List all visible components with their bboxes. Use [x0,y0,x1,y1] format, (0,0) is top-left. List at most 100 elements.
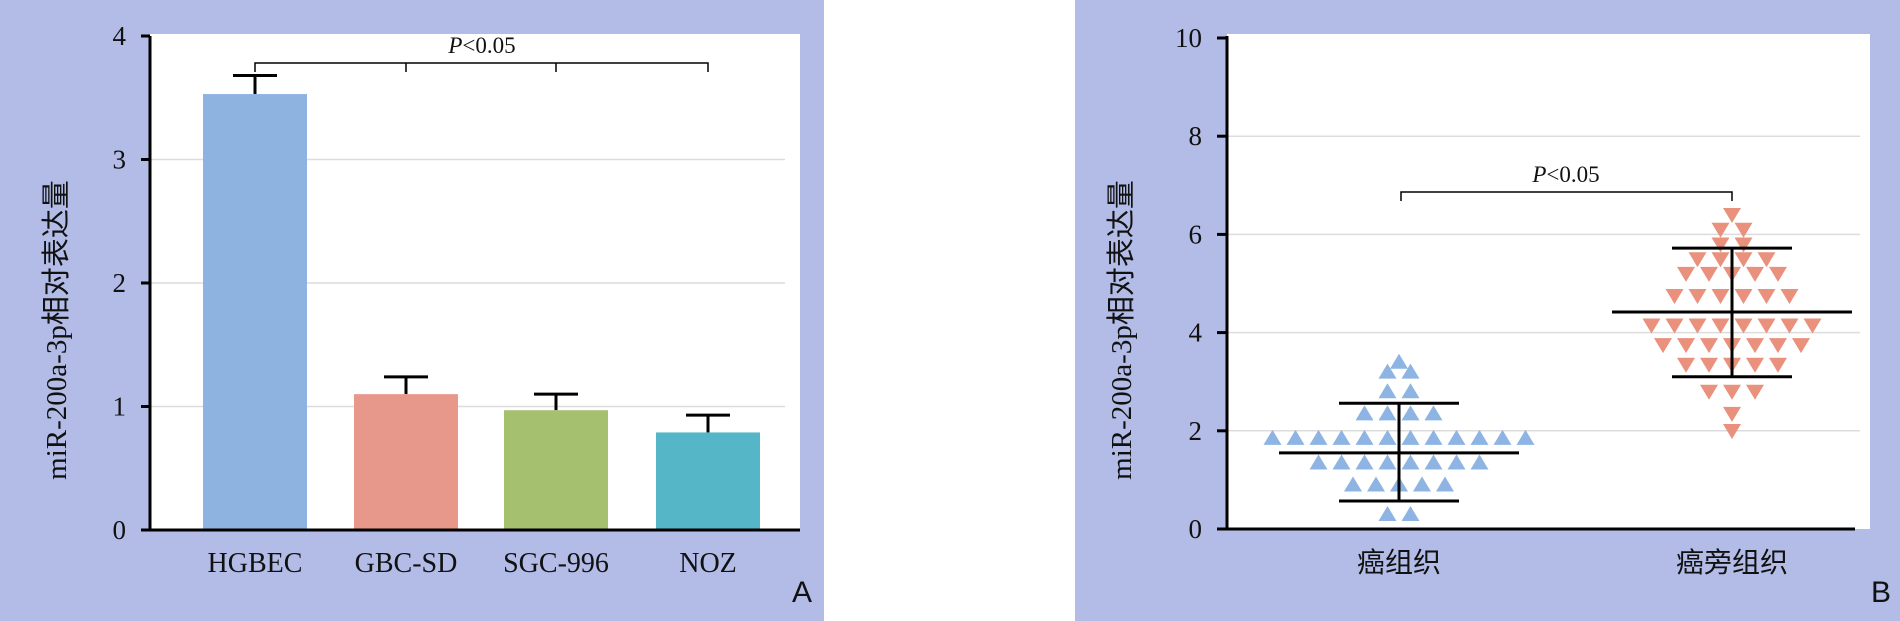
data-point [1332,429,1351,445]
data-point [1688,252,1707,268]
bar-chart-panel-a: 0 1 2 3 4 HGBEC GBC-SD SGC-996 NOZ P<0.05 miR-200a… [0,0,824,621]
data-point [1424,429,1443,445]
data-point [1769,338,1787,354]
data-point [1401,363,1420,379]
data-point [1700,338,1718,354]
data-point [1734,289,1753,305]
data-point [1677,357,1695,373]
data-point [1355,405,1374,421]
data-point [1734,237,1753,253]
data-point [1436,476,1454,492]
data-point [1401,405,1420,421]
data-point [1378,429,1397,445]
data-point [1723,406,1741,422]
significance-bracket [1400,191,1733,201]
y-tick-label: 1 [113,392,127,422]
y-tick-label: 2 [113,268,127,298]
data-point [1700,266,1718,282]
data-point [1378,506,1397,522]
x-tick-label: NOZ [679,548,737,579]
data-point [1734,222,1753,238]
data-point [1654,338,1672,354]
data-point [1757,252,1776,268]
y-tick-label: 4 [113,21,127,51]
bar [656,432,760,530]
data-point [1688,318,1707,334]
data-point [1378,363,1397,379]
scatter-chart-svg: 0 2 4 6 8 10 癌组织 癌旁组织 P<0.05 miR-200a-3p相对表达量 B [1075,0,1900,621]
data-point [1757,318,1776,334]
data-point [1344,476,1362,492]
data-point [1688,289,1707,305]
data-point [1711,318,1730,334]
data-point [1413,476,1431,492]
data-point [1470,429,1489,445]
data-point [1516,429,1535,445]
data-point [1332,454,1351,470]
data-point [1780,289,1799,305]
data-point [1677,266,1695,282]
data-point [1711,222,1730,238]
data-point [1746,266,1764,282]
data-point [1780,318,1799,334]
data-point [1401,454,1420,470]
data-point [1355,454,1374,470]
data-point [1711,252,1730,268]
data-point [1711,237,1730,253]
data-point [1746,384,1764,400]
x-tick-label: HGBEC [208,548,303,579]
data-point [1723,384,1741,400]
data-point [1665,289,1684,305]
data-point [1769,357,1787,373]
data-point [1642,318,1661,334]
data-point [1378,405,1397,421]
y-tick-label: 4 [1189,318,1203,348]
bar-chart-svg: 0 1 2 3 4 HGBEC GBC-SD SGC-996 NOZ P<0.05 miR-200a… [0,0,824,621]
bar [203,94,307,531]
y-axis-label: miR-200a-3p相对表达量 [1105,180,1138,480]
x-tick-label: SGC-996 [503,548,609,579]
plot-area [1227,34,1870,529]
data-point [1447,454,1466,470]
x-tick-label: 癌组织 [1357,547,1441,579]
data-point [1309,454,1328,470]
x-tick-label: GBC-SD [355,548,458,579]
data-point [1711,289,1730,305]
data-point [1746,357,1764,373]
data-point [1401,383,1420,399]
panel-label: B [1871,576,1891,609]
y-tick-label: 2 [1189,416,1203,446]
data-point [1401,506,1420,522]
p-value-label: P<0.05 [1531,162,1599,187]
data-point [1424,454,1443,470]
scatter-chart-panel-b: 0 2 4 6 8 10 癌组织 癌旁组织 P<0.05 miR-200a-3p相对表达量 B [1075,0,1900,621]
data-point [1757,289,1776,305]
bar [504,410,608,530]
y-tick-label: 0 [113,515,127,545]
data-point [1367,476,1385,492]
data-point [1734,252,1753,268]
data-point [1401,429,1420,445]
y-tick-label: 10 [1175,23,1202,53]
p-value-label: P<0.05 [447,33,515,58]
data-point [1378,383,1397,399]
data-point [1792,338,1810,354]
data-point [1700,384,1718,400]
data-point [1769,266,1787,282]
data-point [1493,429,1512,445]
data-point [1424,405,1443,421]
data-point [1286,429,1305,445]
data-point [1734,318,1753,334]
data-point [1378,454,1397,470]
data-point [1677,338,1695,354]
y-tick-label: 6 [1189,219,1203,249]
data-point [1723,208,1741,224]
data-point [1665,318,1684,334]
significance-bracket [254,62,709,72]
data-point [1263,429,1282,445]
data-point [1746,338,1764,354]
y-axis-label: miR-200a-3p相对表达量 [40,180,73,480]
y-tick-label: 8 [1189,121,1203,151]
data-point [1355,429,1374,445]
data-point [1803,318,1822,334]
